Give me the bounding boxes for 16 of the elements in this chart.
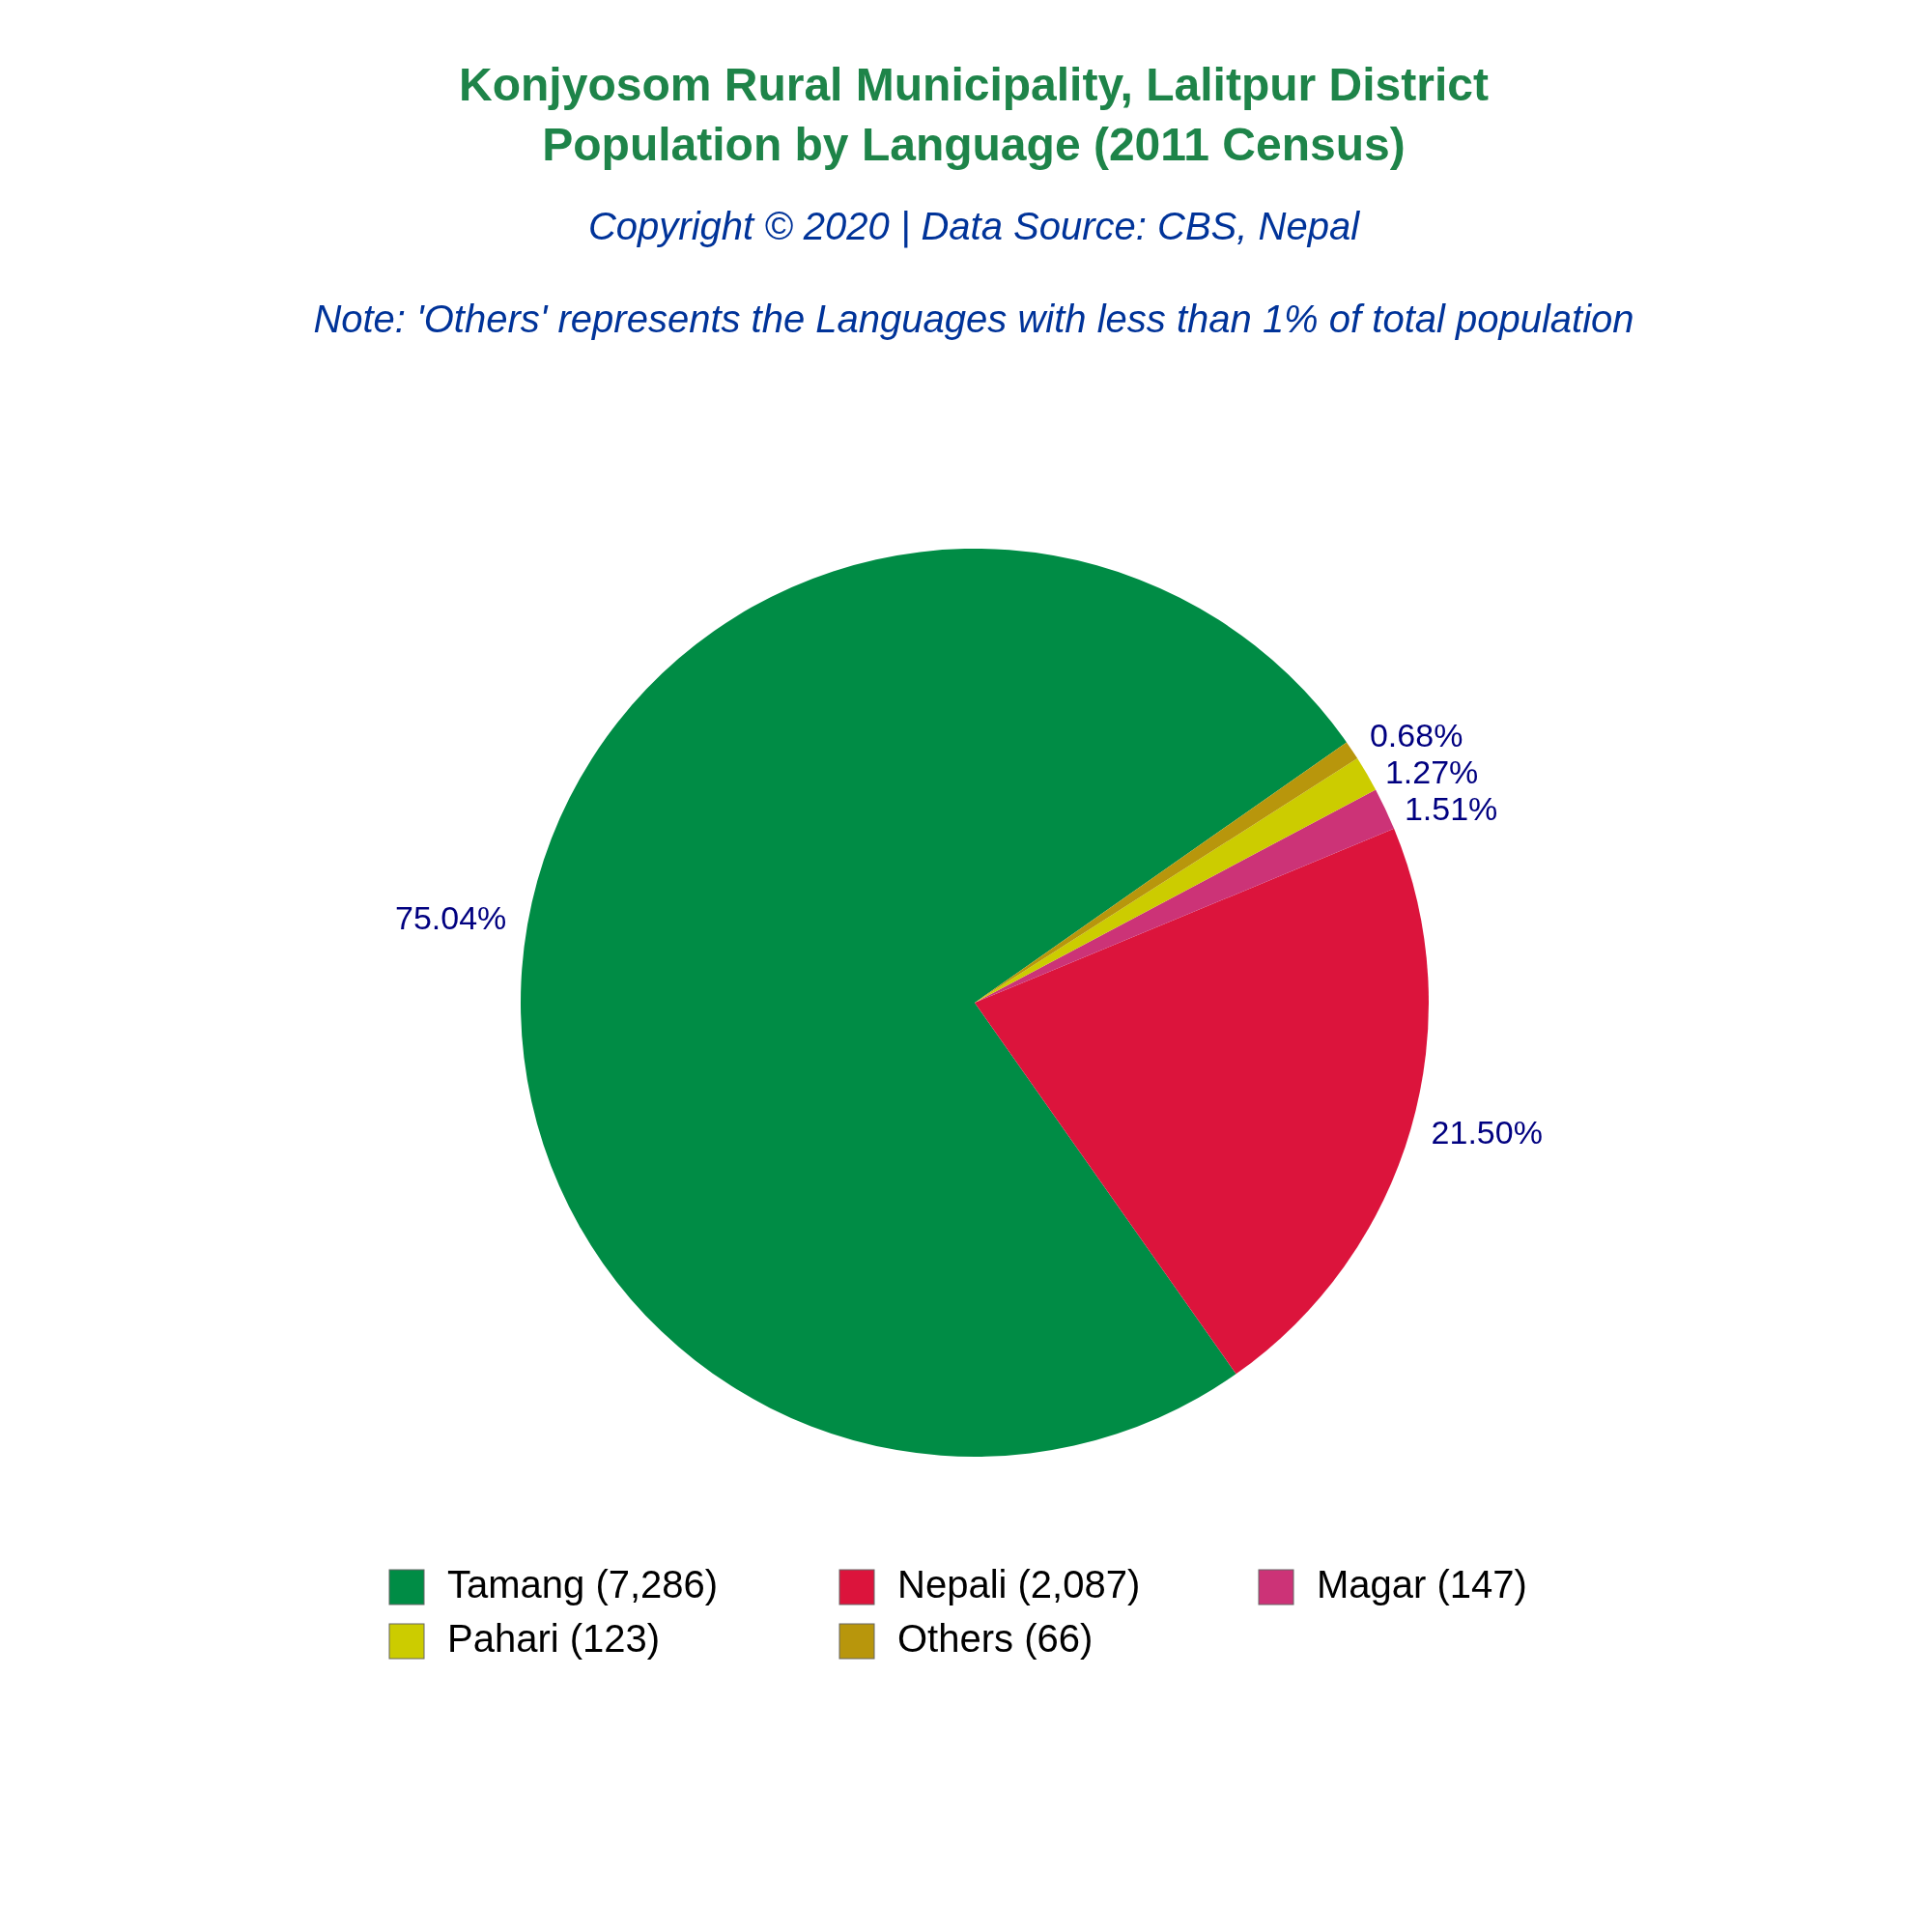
- pie-slice: [975, 789, 1395, 1003]
- data-label: 0.68%: [1369, 717, 1463, 754]
- legend-label: Tamang (7,286): [447, 1562, 719, 1605]
- legend-label: Pahari (123): [447, 1616, 661, 1660]
- pie-slice: [521, 549, 1347, 1457]
- data-label: 1.51%: [1404, 790, 1498, 828]
- legend-label: Others (66): [897, 1616, 1094, 1660]
- chart-title: Konjyosom Rural Municipality, Lalitpur District Population by Language (2011 Census): [459, 59, 1489, 170]
- pie-slice: [975, 828, 1429, 1375]
- chart-subtitle: Copyright © 2020 | Data Source: CBS, Nepal: [587, 205, 1361, 248]
- data-label: 75.04%: [395, 899, 507, 937]
- legend-label: Nepali (2,087): [897, 1562, 1141, 1605]
- text: Note: 'Others' represents the Languages with less than 1% of total population: [313, 298, 1634, 340]
- data-label: 1.27%: [1384, 753, 1479, 791]
- legend-label: Magar (147): [1317, 1562, 1527, 1605]
- data-label: 21.50%: [1431, 1113, 1543, 1151]
